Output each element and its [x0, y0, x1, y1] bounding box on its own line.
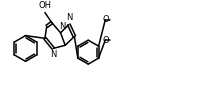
Text: OH: OH: [38, 1, 51, 10]
Text: N: N: [65, 14, 72, 22]
Text: O: O: [102, 36, 109, 45]
Text: N: N: [59, 22, 65, 31]
Text: O: O: [102, 15, 109, 24]
Text: N: N: [50, 50, 56, 59]
